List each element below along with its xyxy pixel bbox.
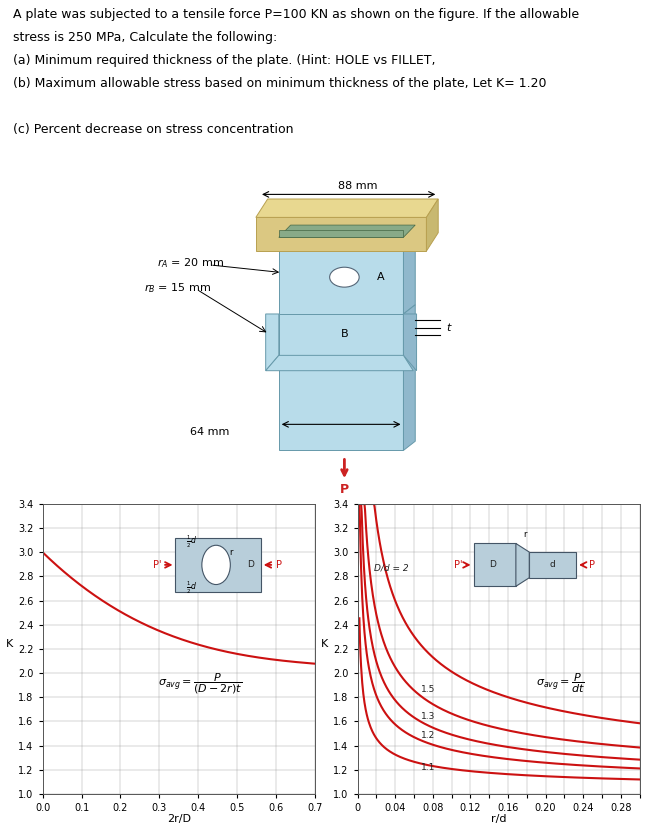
Y-axis label: K: K bbox=[321, 639, 328, 648]
Text: P: P bbox=[588, 560, 595, 570]
FancyBboxPatch shape bbox=[529, 552, 576, 578]
Polygon shape bbox=[279, 225, 415, 238]
Polygon shape bbox=[516, 543, 529, 586]
Text: P: P bbox=[276, 560, 282, 570]
Text: $\frac{1}{2}d$: $\frac{1}{2}d$ bbox=[186, 580, 197, 596]
Text: (b) Maximum allowable stress based on minimum thickness of the plate, Let K= 1.2: (b) Maximum allowable stress based on mi… bbox=[13, 77, 546, 90]
Y-axis label: K: K bbox=[6, 639, 13, 648]
Polygon shape bbox=[403, 225, 415, 314]
Text: 64 mm: 64 mm bbox=[190, 427, 230, 437]
Text: 1.5: 1.5 bbox=[420, 685, 435, 694]
Text: P: P bbox=[340, 483, 349, 496]
FancyBboxPatch shape bbox=[175, 538, 261, 592]
X-axis label: r/d: r/d bbox=[491, 814, 506, 824]
Polygon shape bbox=[266, 355, 413, 370]
Text: $r_B$ = 15 mm: $r_B$ = 15 mm bbox=[144, 281, 211, 295]
Text: 1.1: 1.1 bbox=[420, 763, 435, 771]
Text: P': P' bbox=[153, 560, 161, 570]
Text: t: t bbox=[446, 323, 451, 333]
Text: D: D bbox=[247, 560, 254, 570]
Text: 88 mm: 88 mm bbox=[338, 181, 377, 192]
Polygon shape bbox=[403, 314, 417, 370]
Polygon shape bbox=[266, 314, 279, 370]
Text: P': P' bbox=[454, 560, 462, 570]
Text: D: D bbox=[489, 560, 496, 570]
Text: D/d = 2: D/d = 2 bbox=[375, 564, 409, 572]
Polygon shape bbox=[279, 229, 403, 238]
Text: d: d bbox=[550, 560, 556, 570]
Polygon shape bbox=[279, 314, 403, 450]
Text: Page   2  /  3: Page 2 / 3 bbox=[197, 813, 276, 827]
Polygon shape bbox=[256, 199, 438, 218]
Text: (c) Percent decrease on stress concentration: (c) Percent decrease on stress concentra… bbox=[13, 123, 294, 136]
Polygon shape bbox=[403, 305, 415, 450]
Text: $\sigma_{avg} = \dfrac{P}{dt}$: $\sigma_{avg} = \dfrac{P}{dt}$ bbox=[536, 672, 585, 696]
Text: $r_A$ = 20 mm: $r_A$ = 20 mm bbox=[157, 256, 224, 270]
Text: r: r bbox=[230, 548, 233, 557]
Polygon shape bbox=[426, 199, 438, 251]
Text: $\frac{1}{2}d$: $\frac{1}{2}d$ bbox=[186, 534, 197, 550]
Polygon shape bbox=[279, 236, 403, 314]
Ellipse shape bbox=[202, 545, 230, 585]
Text: stress is 250 MPa, Calculate the following:: stress is 250 MPa, Calculate the followi… bbox=[13, 31, 277, 45]
Text: A: A bbox=[377, 272, 385, 282]
Text: 1.2: 1.2 bbox=[420, 731, 435, 740]
FancyBboxPatch shape bbox=[474, 543, 516, 586]
Text: $\sigma_{avg} = \dfrac{P}{(D-2r)t}$: $\sigma_{avg} = \dfrac{P}{(D-2r)t}$ bbox=[158, 671, 243, 696]
Text: r: r bbox=[523, 530, 527, 539]
Polygon shape bbox=[256, 218, 426, 251]
Text: A plate was subjected to a tensile force P=100 KN as shown on the figure. If the: A plate was subjected to a tensile force… bbox=[13, 8, 579, 21]
Text: 1.3: 1.3 bbox=[420, 711, 435, 721]
Ellipse shape bbox=[330, 267, 359, 287]
X-axis label: 2r/D: 2r/D bbox=[167, 814, 191, 824]
Text: ur section and full name for the file name. i.e. Section_DeGuzmanVanAlanA.: ur section and full name for the file na… bbox=[5, 157, 432, 167]
Text: B: B bbox=[340, 329, 348, 339]
Text: (a) Minimum required thickness of the plate. (Hint: HOLE vs FILLET,: (a) Minimum required thickness of the pl… bbox=[13, 54, 436, 67]
